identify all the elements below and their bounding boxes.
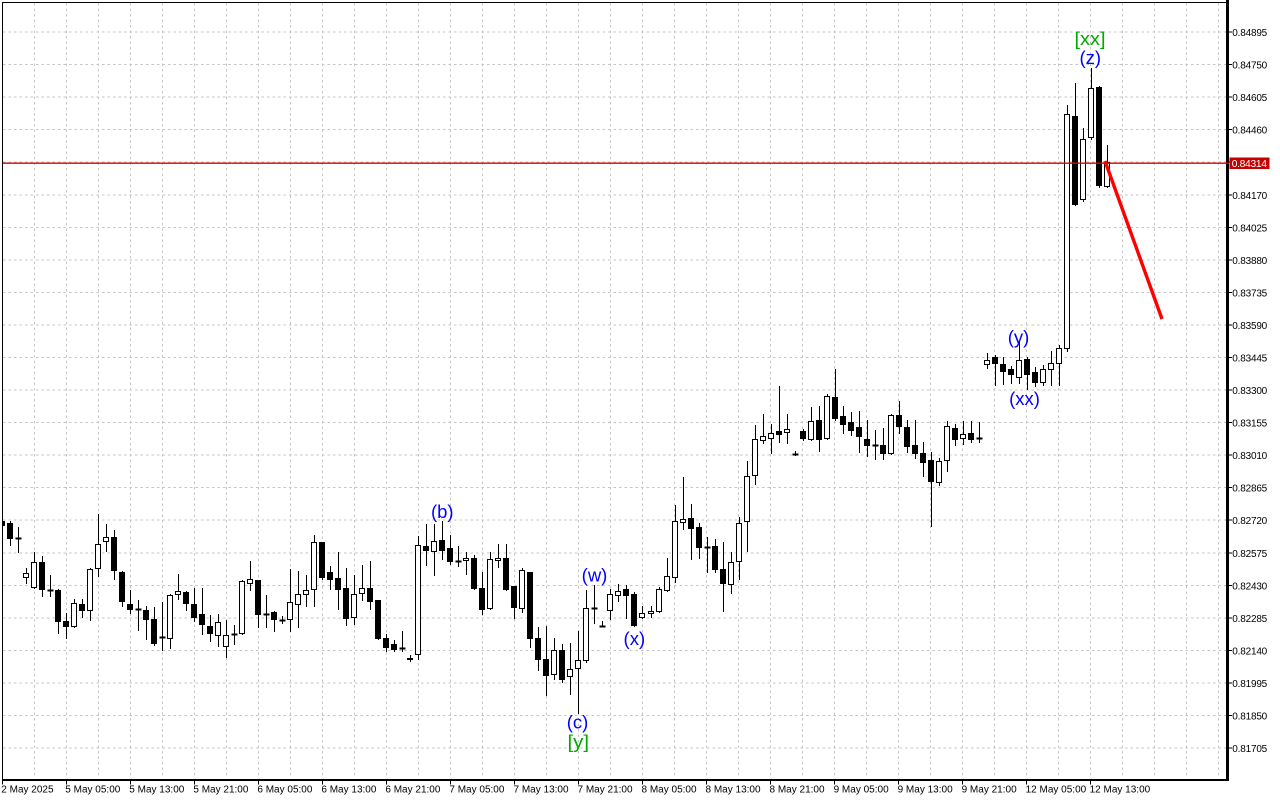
svg-text:0.83880: 0.83880 [1232, 256, 1267, 267]
svg-text:(w): (w) [582, 565, 608, 586]
svg-text:2 May 2025: 2 May 2025 [1, 785, 54, 796]
svg-text:0.83590: 0.83590 [1232, 321, 1267, 332]
svg-text:7 May 21:00: 7 May 21:00 [578, 785, 633, 796]
svg-text:[y]: [y] [568, 731, 590, 752]
svg-text:0.82575: 0.82575 [1232, 549, 1267, 560]
svg-text:0.82865: 0.82865 [1232, 484, 1267, 495]
svg-text:0.82140: 0.82140 [1232, 646, 1267, 657]
svg-text:(y): (y) [1008, 327, 1030, 348]
svg-text:0.84025: 0.84025 [1232, 223, 1267, 234]
svg-text:0.83445: 0.83445 [1232, 354, 1267, 365]
svg-text:(b): (b) [431, 501, 454, 522]
svg-text:9 May 21:00: 9 May 21:00 [962, 785, 1017, 796]
svg-text:(z): (z) [1079, 47, 1101, 68]
svg-text:5 May 13:00: 5 May 13:00 [129, 785, 184, 796]
svg-text:(x): (x) [624, 628, 646, 649]
svg-text:0.83735: 0.83735 [1232, 288, 1267, 299]
svg-text:6 May 05:00: 6 May 05:00 [257, 785, 312, 796]
svg-text:[xx]: [xx] [1075, 28, 1106, 49]
svg-text:5 May 21:00: 5 May 21:00 [193, 785, 248, 796]
svg-text:0.84605: 0.84605 [1232, 93, 1267, 104]
svg-text:0.83155: 0.83155 [1232, 419, 1267, 430]
svg-text:12 May 05:00: 12 May 05:00 [1026, 785, 1087, 796]
svg-text:0.84314: 0.84314 [1232, 159, 1267, 170]
svg-text:6 May 13:00: 6 May 13:00 [321, 785, 376, 796]
svg-text:0.82720: 0.82720 [1232, 516, 1267, 527]
svg-text:12 May 13:00: 12 May 13:00 [1090, 785, 1151, 796]
svg-text:7 May 13:00: 7 May 13:00 [514, 785, 569, 796]
svg-text:7 May 05:00: 7 May 05:00 [449, 785, 504, 796]
svg-text:0.81850: 0.81850 [1232, 712, 1267, 723]
svg-text:0.81705: 0.81705 [1232, 744, 1267, 755]
svg-text:(c): (c) [567, 712, 589, 733]
svg-text:0.83010: 0.83010 [1232, 451, 1267, 462]
svg-text:0.84460: 0.84460 [1232, 126, 1267, 137]
svg-text:8 May 05:00: 8 May 05:00 [642, 785, 697, 796]
svg-text:0.82430: 0.82430 [1232, 581, 1267, 592]
svg-text:5 May 05:00: 5 May 05:00 [65, 785, 120, 796]
svg-text:0.83300: 0.83300 [1232, 386, 1267, 397]
svg-text:9 May 13:00: 9 May 13:00 [898, 785, 953, 796]
svg-text:0.81995: 0.81995 [1232, 679, 1267, 690]
svg-text:0.84750: 0.84750 [1232, 61, 1267, 72]
svg-text:9 May 05:00: 9 May 05:00 [834, 785, 889, 796]
svg-text:6 May 21:00: 6 May 21:00 [385, 785, 440, 796]
svg-text:0.82285: 0.82285 [1232, 614, 1267, 625]
svg-text:0.84170: 0.84170 [1232, 191, 1267, 202]
svg-text:0.84895: 0.84895 [1232, 28, 1267, 39]
svg-text:(xx): (xx) [1009, 388, 1040, 409]
svg-text:8 May 13:00: 8 May 13:00 [706, 785, 761, 796]
svg-text:8 May 21:00: 8 May 21:00 [770, 785, 825, 796]
